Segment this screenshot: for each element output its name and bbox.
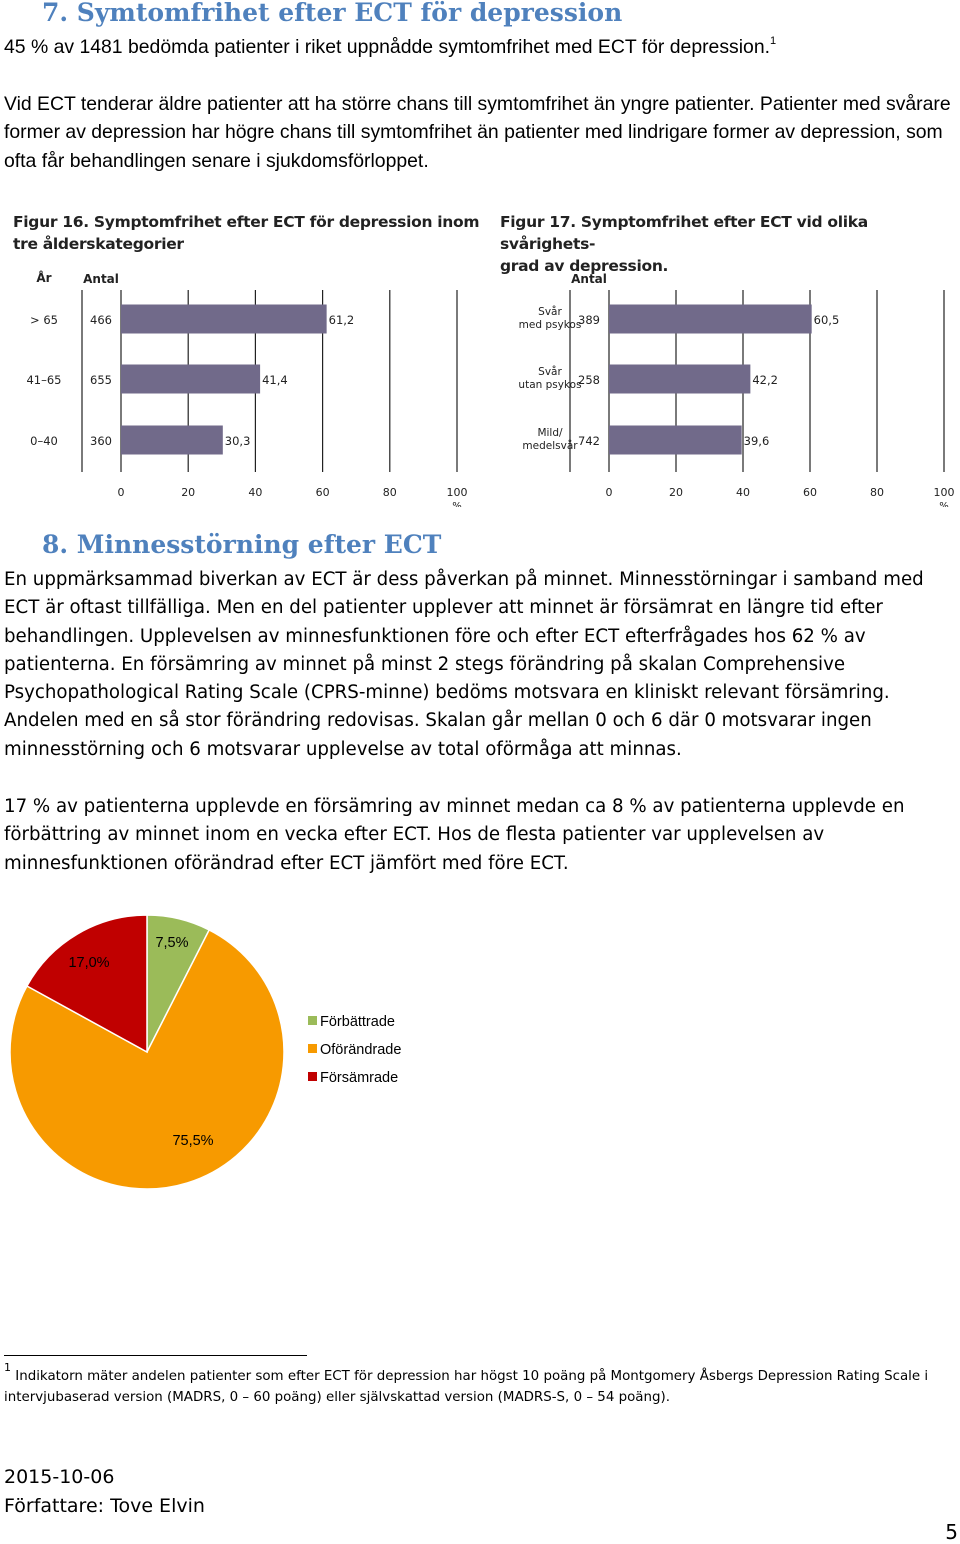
pie-slice bbox=[25, 914, 148, 1054]
bar bbox=[609, 304, 812, 334]
footnote-ref[interactable]: 1 bbox=[770, 35, 777, 47]
memory-pie-chart: 7,5% 75,5% 17,0% Förbättrade Oförändrade Förs… bbox=[9, 914, 401, 1190]
category-label: 0–40 bbox=[30, 434, 58, 448]
category-label: > 65 bbox=[30, 313, 58, 327]
count-label: 360 bbox=[90, 434, 112, 448]
pie-data-label: 7,5% bbox=[155, 935, 188, 951]
section-8-heading: 8. Minnesstörning efter ECT bbox=[42, 530, 442, 559]
section-7-heading: 7. Symtomfrihet efter ECT för depression bbox=[42, 0, 623, 27]
legend-label: Förbättrade bbox=[320, 1014, 395, 1030]
footer-date: 2015-10-06 bbox=[4, 1466, 115, 1488]
x-tick-label: 20 bbox=[181, 486, 195, 499]
count-label: 389 bbox=[578, 313, 600, 327]
bar bbox=[121, 425, 223, 455]
x-tick-label: 80 bbox=[870, 486, 884, 499]
x-tick-label: 0 bbox=[606, 486, 613, 499]
count-label: 466 bbox=[90, 313, 112, 327]
x-tick-label: 100 bbox=[447, 486, 468, 499]
x-tick-label: 100 bbox=[934, 486, 955, 499]
footer-author: Författare: Tove Elvin bbox=[4, 1495, 205, 1517]
section-7-paragraph-1-text: 45 % av 1481 bedömda patienter i riket u… bbox=[4, 36, 770, 58]
footnote-separator bbox=[4, 1355, 307, 1356]
column-header-category: År bbox=[36, 270, 51, 285]
bar-value-label: 42,2 bbox=[752, 373, 778, 387]
footnote-text: Indikatorn mäter andelen patienter som e… bbox=[4, 1369, 929, 1405]
count-label: 655 bbox=[90, 373, 112, 387]
bar bbox=[121, 304, 327, 334]
x-unit-label: % bbox=[939, 501, 949, 507]
pie-data-label: 17,0% bbox=[68, 955, 109, 971]
x-tick-label: 80 bbox=[383, 486, 397, 499]
category-label: utan psykos bbox=[518, 379, 581, 391]
bar bbox=[609, 364, 751, 394]
x-unit-label: % bbox=[452, 501, 462, 507]
bar-value-label: 30,3 bbox=[225, 434, 251, 448]
pie-slice bbox=[9, 928, 285, 1190]
x-tick-label: 40 bbox=[736, 486, 750, 499]
bar bbox=[609, 425, 742, 455]
fig17-title: Figur 17. Symptomfrihet efter ECT vid ol… bbox=[500, 211, 955, 277]
column-header-count: Antal bbox=[571, 272, 607, 286]
section-7-paragraph-2: Vid ECT tenderar äldre patienter att ha … bbox=[4, 93, 951, 172]
legend-swatch bbox=[308, 1016, 317, 1025]
x-tick-label: 60 bbox=[316, 486, 330, 499]
category-label: Svår bbox=[538, 305, 562, 318]
fig16-chart: 0 20 40 60 80 100% År Antal 61,2 466 > 65 41,4 655 41… bbox=[26, 270, 468, 507]
fig16-title-line1: Figur 16. Symptomfrihet efter ECT för de… bbox=[13, 213, 480, 231]
x-tick-label: 0 bbox=[118, 486, 125, 499]
legend-label: Oförändrade bbox=[320, 1042, 401, 1058]
column-header-count: Antal bbox=[83, 272, 119, 286]
bar-value-label: 39,6 bbox=[744, 434, 770, 448]
legend-swatch bbox=[308, 1044, 317, 1053]
category-label: Mild/ bbox=[537, 427, 563, 439]
footnote-number: 1 bbox=[4, 1361, 11, 1374]
category-label: med psykos bbox=[519, 319, 582, 331]
section-8-paragraph-2: 17 % av patienterna upplevde en försämri… bbox=[4, 796, 905, 874]
category-label: 41–65 bbox=[26, 373, 61, 387]
fig17-title-line2: grad av depression. bbox=[500, 257, 669, 275]
count-label: 258 bbox=[578, 373, 600, 387]
bar-value-label: 60,5 bbox=[814, 313, 840, 327]
x-tick-label: 40 bbox=[248, 486, 262, 499]
section-8-paragraph-1: En uppmärksammad biverkan av ECT är dess… bbox=[4, 569, 924, 760]
category-label: Svår bbox=[538, 365, 562, 378]
section-7-paragraph-1: 45 % av 1481 bedömda patienter i riket u… bbox=[4, 33, 954, 61]
footnote: 1 Indikatorn mäter andelen patienter som… bbox=[4, 1362, 954, 1408]
x-tick-label: 20 bbox=[669, 486, 683, 499]
category-label: medelsvår bbox=[522, 439, 578, 452]
pie-data-label: 75,5% bbox=[172, 1133, 213, 1149]
page-number: 5 bbox=[945, 1520, 958, 1544]
bar-value-label: 61,2 bbox=[329, 313, 355, 327]
bar-value-label: 41,4 bbox=[262, 373, 288, 387]
legend-label: Försämrade bbox=[320, 1070, 398, 1086]
legend-swatch bbox=[308, 1072, 317, 1081]
fig17-title-line1: Figur 17. Symptomfrihet efter ECT vid ol… bbox=[500, 213, 868, 253]
count-label: 742 bbox=[578, 434, 600, 448]
fig16-title: Figur 16. Symptomfrihet efter ECT för de… bbox=[13, 211, 483, 255]
x-tick-label: 60 bbox=[803, 486, 817, 499]
bar bbox=[121, 364, 261, 394]
fig16-title-line2: tre ålderskategorier bbox=[13, 235, 184, 253]
